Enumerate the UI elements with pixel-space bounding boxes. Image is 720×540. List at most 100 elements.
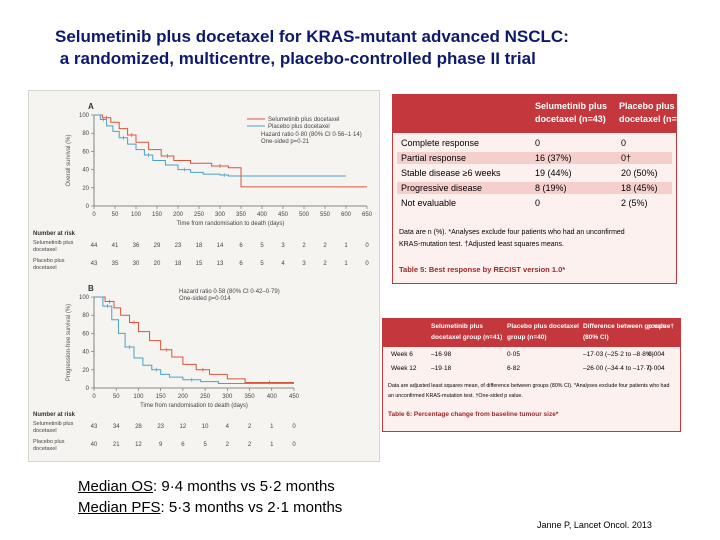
table-6-cell: 0·004 (648, 351, 665, 358)
table-5-row-label: Complete response (401, 138, 480, 148)
table-5-cell: 2 (5%) (621, 198, 648, 208)
panel-a-risk-value: 23 (175, 243, 182, 249)
table-6-caption: Table 6: Percentage change from baseline… (388, 411, 559, 418)
table-5-row-label: Partial response (401, 153, 467, 163)
medians-summary: Median OS: 9·4 months vs 5·2 months Medi… (78, 476, 342, 518)
table-6-col2-line2: group (n=40) (507, 334, 547, 341)
panel-a-risk-value: 6 (239, 243, 243, 249)
panel-b-risk-value: 2 (248, 424, 252, 430)
panel-a-x-tick-label: 500 (299, 212, 310, 218)
table-5-row-label: Stable disease ≥6 weeks (401, 168, 501, 178)
table-6-cell: 6·82 (507, 365, 521, 372)
panel-a-risk-value: 0 (365, 243, 369, 249)
panel-a-p-value: One-sided p=0·21 (261, 139, 310, 145)
panel-a-risk-value: 2 (323, 261, 327, 267)
table-6-row-label: Week 6 (391, 351, 413, 358)
panel-a-x-tick-label: 450 (278, 212, 289, 218)
panel-b-placebo-curve (94, 296, 294, 384)
panel-a-y-label: Overall survival (%) (66, 134, 72, 186)
table-6-col3-line2: (80% CI) (583, 334, 609, 341)
table-5-row-label: Not evaluable (401, 198, 457, 208)
panel-a-risk-value: 14 (217, 243, 224, 249)
panel-b-risk-value: 1 (270, 424, 274, 430)
table-6-cell: 0·004 (648, 365, 665, 372)
table-5-cell: 0 (535, 198, 541, 208)
panel-a-risk-value: 1 (344, 243, 348, 249)
panel-a-risk-value: 2 (323, 243, 327, 249)
table-6-cell: –19·18 (431, 365, 452, 372)
table-5-row-stripe (397, 152, 672, 164)
panel-a-risk-value: 2 (302, 243, 306, 249)
panel-b-risk-value: 9 (159, 442, 163, 448)
table-6-cell: 0·05 (507, 351, 521, 358)
panel-b-panel-label: B (88, 284, 94, 293)
panel-a-risk-value: 5 (260, 261, 264, 267)
table-5-header (393, 95, 676, 133)
panel-a-x-tick-label: 350 (236, 212, 247, 218)
table-6-col1-line2: docetaxel group (n=41) (431, 334, 503, 341)
panel-a-x-label: Time from randomisation to death (days) (177, 221, 285, 227)
panel-b-y-tick-label: 20 (82, 368, 89, 374)
table-5-col1-line2: docetaxel (n=43) (535, 114, 606, 124)
panel-a-risk-value: 15 (196, 261, 203, 267)
panel-b-x-tick-label: 200 (178, 394, 189, 400)
panel-a-risk-value: 43 (91, 261, 98, 267)
panel-b-x-tick-label: 250 (200, 394, 211, 400)
panel-a-risk-value: 18 (175, 261, 182, 267)
panel-a-risk-value: 36 (133, 243, 140, 249)
table-5-cell: 16 (37%) (535, 153, 572, 163)
panel-b-risk-value: 5 (203, 442, 207, 448)
panel-b-x-tick-label: 0 (92, 394, 96, 400)
panel-a-risk-label: docetaxel (33, 265, 57, 271)
table-5: Selumetinib plus docetaxel (n=43) Placeb… (392, 94, 690, 284)
panel-a-risk-value: 44 (91, 243, 98, 249)
slide-title: Selumetinib plus docetaxel for KRAS-muta… (55, 26, 569, 70)
panel-b-y-tick-label: 0 (86, 386, 90, 392)
panel-b-y-tick-label: 100 (79, 295, 90, 301)
panel-a-risk-value: 35 (112, 261, 119, 267)
title-line-2: a randomized, multicentre, placebo-contr… (55, 49, 536, 68)
median-pfs-label: Median PFS (78, 499, 161, 516)
table-5-cell: 20 (50%) (621, 168, 658, 178)
panel-b-y-label: Progression-free survival (%) (66, 304, 72, 381)
panel-b-risk-value: 40 (91, 442, 98, 448)
panel-b-risk-value: 34 (113, 424, 120, 430)
panel-a-risk-value: 20 (154, 261, 161, 267)
panel-b-risk-value: 2 (226, 442, 230, 448)
table-6-col4: p value† (648, 323, 675, 330)
panel-a-y-tick-label: 60 (82, 149, 89, 155)
panel-b-risk-label: Selumetinib plus (33, 421, 74, 427)
panel-a-x-tick-label: 100 (131, 212, 142, 218)
panel-a-x-tick-label: 0 (92, 212, 96, 218)
panel-a-hazard-ratio: Hazard ratio 0·80 (80% CI 0·56–1·14) (261, 132, 362, 138)
panel-b-risk-value: 4 (226, 424, 230, 430)
table-6-col3-line1: Difference between groups (583, 323, 667, 330)
panel-a-y-tick-label: 20 (82, 186, 89, 192)
panel-b-x-tick-label: 300 (222, 394, 233, 400)
table-5-cell: 18 (45%) (621, 183, 658, 193)
table-5-col2-line1: Placebo plus (619, 101, 675, 111)
table-6-footnote-2: an unconfirmed KRAS-mutation test. †One-… (388, 393, 523, 399)
panel-a-risk-value: 0 (365, 261, 369, 267)
panel-a-x-tick-label: 200 (173, 212, 184, 218)
median-os-value: : 9·4 months vs 5·2 months (153, 478, 335, 495)
panel-a-risk-value: 5 (260, 243, 264, 249)
panel-b-y-tick-label: 60 (82, 331, 89, 337)
table-5-cell: 0 (535, 138, 541, 148)
panel-a-y-tick-label: 40 (82, 168, 89, 174)
panel-a-risk-value: 3 (281, 243, 285, 249)
panel-b-risk-value: 0 (292, 424, 296, 430)
table-5-cell: 0† (621, 153, 632, 163)
panel-a-x-tick-label: 50 (112, 212, 119, 218)
panel-b-x-tick-label: 350 (245, 394, 256, 400)
table-5-cell: 0 (621, 138, 627, 148)
panel-a-risk-label: Selumetinib plus (33, 240, 74, 246)
panel-b-y-tick-label: 40 (82, 350, 89, 356)
panel-a-x-tick-label: 550 (320, 212, 331, 218)
panel-b-x-tick-label: 450 (289, 394, 300, 400)
panel-b-risk-label: docetaxel (33, 446, 57, 452)
panel-b-x-tick-label: 50 (113, 394, 120, 400)
panel-b-x-tick-label: 100 (133, 394, 144, 400)
table-6-header (383, 319, 680, 347)
